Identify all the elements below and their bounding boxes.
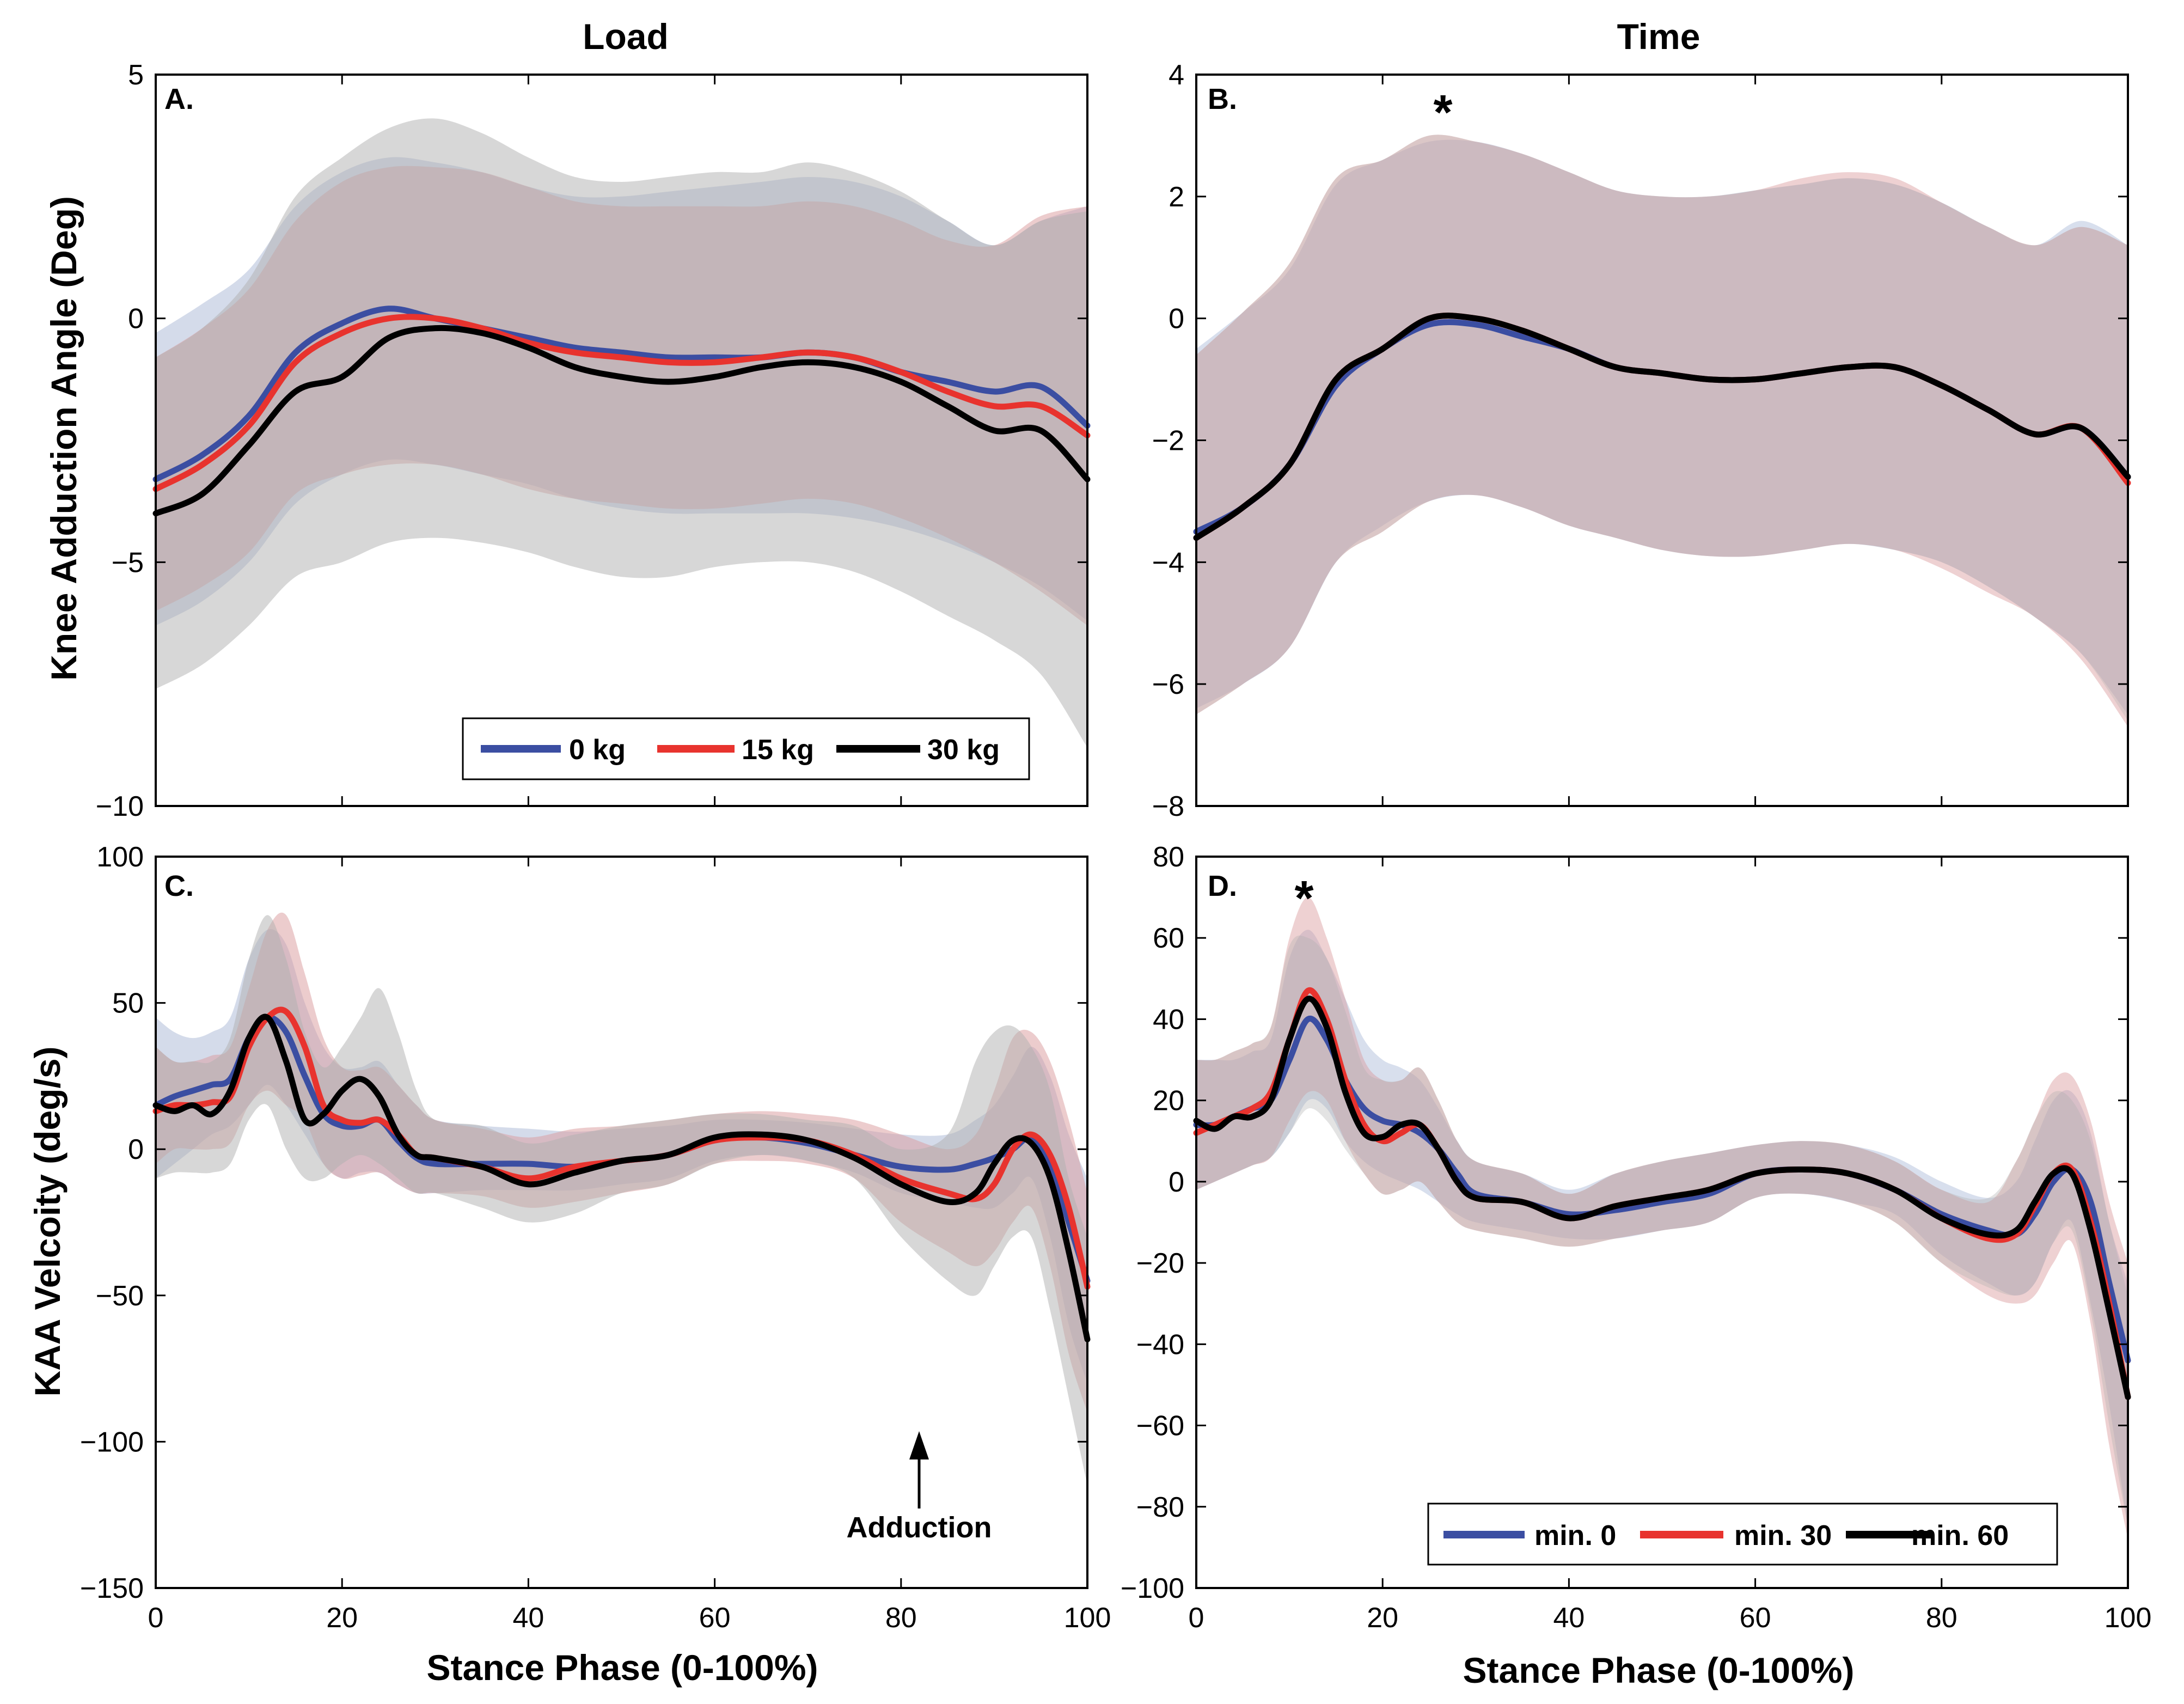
panel-d-x-ticks: 0 20 40 60 80 100	[1189, 857, 2152, 1634]
panel-b-bands	[1196, 135, 2128, 727]
panel-c-y-tick-label: −50	[96, 1280, 144, 1312]
panel-d-y-tick-label: −40	[1136, 1329, 1184, 1360]
panel-d-band-series-0	[1196, 930, 2128, 1528]
panel-b-line-series-2	[1193, 313, 2131, 541]
panel-d-frame	[1195, 856, 2129, 1589]
panel-a-y-ticks: −10 −5 0 5	[96, 59, 1087, 822]
panel-d-y-tick-label: 40	[1153, 1004, 1184, 1035]
adduction-label: Adduction	[847, 1511, 992, 1544]
panel-b-y-ticks: −8 −6 −4 −2 0 2 4	[1152, 59, 2128, 822]
panel-b-y-tick-label: −8	[1152, 791, 1184, 822]
panel-b-frame	[1195, 74, 2129, 807]
panel-b-y-tick-label: −6	[1152, 669, 1184, 700]
panel-a-bands	[156, 118, 1087, 748]
panel-b-y-tick-label: −2	[1152, 425, 1184, 457]
panel-a-frame	[155, 74, 1088, 807]
panel-c-frame	[155, 856, 1088, 1589]
panel-c-y-tick-label: 100	[96, 841, 144, 873]
legend-a-label-0kg: 0 kg	[569, 734, 626, 766]
panel-d-band-series-1	[1196, 897, 2128, 1540]
panel-d-y-tick-label: 0	[1169, 1166, 1184, 1198]
legend-d-label-min30: min. 30	[1734, 1520, 1832, 1552]
panel-d-y-tick-label: 80	[1153, 841, 1184, 873]
panel-d-x-tick-label: 100	[2105, 1602, 2152, 1634]
panel-a-y-tick-label: 0	[128, 303, 144, 335]
legend-d-box	[1427, 1503, 2058, 1566]
panel-d-significance-marker: *	[1294, 871, 1313, 926]
legend-d-label-min60: min. 60	[1911, 1520, 2009, 1552]
panel-b-y-tick-label: 2	[1169, 181, 1184, 213]
legend-d-label-min0: min. 0	[1534, 1520, 1616, 1552]
panel-a-line-series-2	[152, 325, 1091, 517]
panel-d-bands	[1196, 897, 2128, 1540]
adduction-arrow-head	[909, 1431, 929, 1459]
panel-a-lines	[152, 306, 1091, 517]
panel-c-y-tick-label: −150	[80, 1573, 144, 1604]
panel-c-y-ticks: −150 −100 −50 0 50 100	[80, 841, 1087, 1604]
panel-d-y-tick-label: −60	[1136, 1410, 1184, 1442]
panel-c-x-tick-label: 40	[512, 1602, 544, 1634]
panel-b-y-tick-label: −4	[1152, 547, 1184, 578]
panel-b-band-series-2	[1196, 135, 2128, 721]
legend-a-label-15kg: 15 kg	[742, 734, 814, 766]
panel-c-band-series-2	[156, 915, 1087, 1486]
panel-d-line-series-2	[1193, 995, 2131, 1400]
panel-d-label: D.	[1208, 870, 1237, 902]
panel-b-band-series-1	[1196, 135, 2128, 727]
panel-a-chart: −10 −5 0 5 A. 0 kg 15 kg 30 kg	[96, 59, 1091, 822]
panel-c-chart: −150 −100 −50 0 50 100 0 20 40 60 80 100 C. Adduct…	[80, 841, 1111, 1634]
panel-b-significance-marker: *	[1433, 85, 1452, 140]
panel-b-chart: −8 −6 −4 −2 0 2 4 B. *	[1152, 59, 2131, 822]
column-title-time: Time	[1617, 16, 1700, 57]
panel-a-y-tick-label: −10	[96, 791, 144, 822]
panel-d-y-tick-label: 20	[1153, 1085, 1184, 1117]
panel-a-line-series-0	[152, 306, 1091, 483]
panel-d-x-tick-label: 60	[1740, 1602, 1771, 1634]
panel-d-legend: min. 0 min. 30 min. 60	[1427, 1503, 2058, 1566]
panel-c-y-tick-label: 0	[128, 1134, 144, 1165]
panel-c-y-tick-label: 50	[112, 988, 144, 1019]
panel-d-y-tick-label: 60	[1153, 923, 1184, 954]
panel-a-legend: 0 kg 15 kg 30 kg	[462, 717, 1030, 780]
panel-d-x-tick-label: 80	[1926, 1602, 1957, 1634]
panel-d-y-ticks: −100 −80 −60 −40 −20 0 20 40 60 80	[1121, 841, 2128, 1604]
panel-c-line-series-2	[152, 1013, 1091, 1342]
panel-c-x-tick-label: 80	[885, 1602, 917, 1634]
panel-c-x-tick-label: 60	[699, 1602, 731, 1634]
x-axis-label-right: Stance Phase (0-100%)	[1463, 1650, 1854, 1690]
panel-c-x-tick-label: 20	[326, 1602, 358, 1634]
x-axis-label-left: Stance Phase (0-100%)	[426, 1647, 818, 1688]
panel-d-lines	[1193, 987, 2131, 1400]
panel-a-label: A.	[164, 83, 194, 115]
panel-b-y-tick-label: 4	[1169, 59, 1184, 91]
panel-b-label: B.	[1208, 83, 1237, 115]
panel-c-x-tick-label: 0	[148, 1602, 164, 1634]
y-axis-label-top: Knee Adduction Angle (Deg)	[44, 196, 84, 681]
column-title-load: Load	[583, 16, 669, 57]
panel-c-x-ticks: 0 20 40 60 80 100	[148, 857, 1111, 1634]
panel-d-x-tick-label: 20	[1367, 1602, 1398, 1634]
panel-d-y-tick-label: −80	[1136, 1492, 1184, 1523]
legend-a-label-30kg: 30 kg	[927, 734, 1000, 766]
panel-b-lines	[1193, 313, 2131, 541]
panel-c-x-tick-label: 100	[1064, 1602, 1111, 1634]
panel-a-y-tick-label: −5	[112, 547, 144, 578]
panel-a-band-series-2	[156, 118, 1087, 748]
panel-c-y-tick-label: −100	[80, 1426, 144, 1458]
panel-c-label: C.	[164, 870, 194, 902]
panel-b-band-series-0	[1196, 139, 2128, 715]
panel-d-x-tick-label: 0	[1189, 1602, 1204, 1634]
panel-a-y-tick-label: 5	[128, 59, 144, 91]
panel-d-x-tick-label: 40	[1553, 1602, 1585, 1634]
panel-c-adduction-annotation: Adduction	[847, 1431, 992, 1544]
panel-b-y-tick-label: 0	[1169, 303, 1184, 335]
panel-d-chart: −100 −80 −60 −40 −20 0 20 40 60 80 0 20 40 60 80 100 D…	[1121, 841, 2152, 1634]
panel-c-lines	[152, 1006, 1091, 1342]
panel-d-y-tick-label: −100	[1121, 1573, 1184, 1604]
panel-a-line-series-1	[152, 314, 1091, 492]
panel-d-y-tick-label: −20	[1136, 1248, 1184, 1279]
y-axis-label-bottom: KAA Velcoity (deg/s)	[27, 1046, 68, 1396]
panel-d-band-series-2	[1196, 935, 2128, 1528]
